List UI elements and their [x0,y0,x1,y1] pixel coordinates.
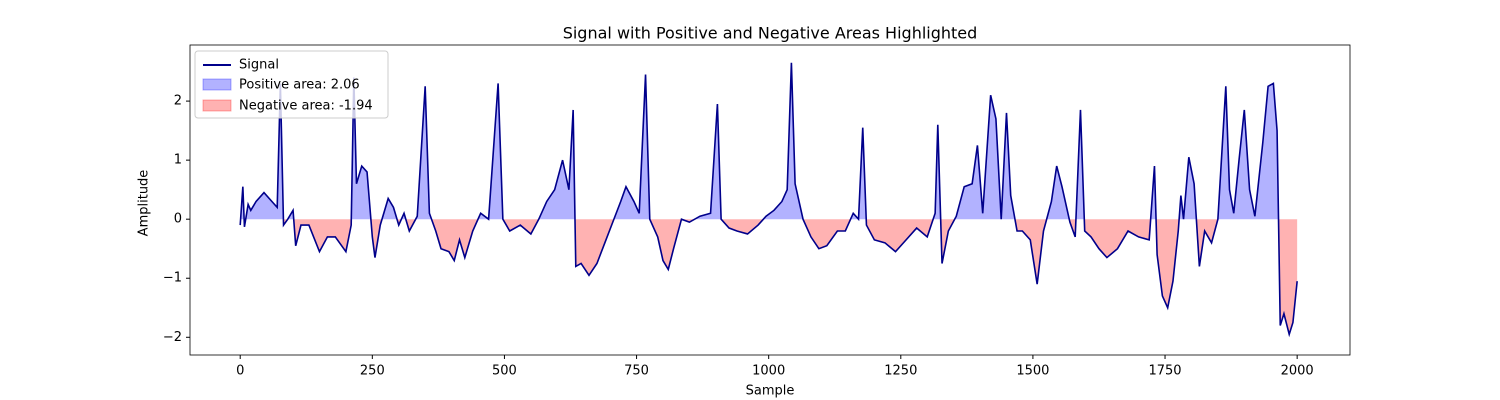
legend-box [194,50,389,119]
legend-swatch [202,78,232,91]
positive-area [240,62,1279,220]
x-tick-label: 2000 [1281,364,1314,379]
legend-label: Negative area: -1.94 [239,99,373,114]
legend-label: Positive area: 2.06 [239,78,360,93]
x-tick-label: 500 [492,364,517,379]
y-tick-label: 2 [174,94,182,109]
legend-swatch [202,99,232,112]
x-tick-label: 250 [360,364,385,379]
x-tick-label: 1000 [752,364,785,379]
legend-label: Signal [239,58,279,73]
negative-area [240,219,1298,335]
x-axis-label: Sample [746,384,795,399]
x-tick-label: 1250 [884,364,917,379]
y-tick-label: 1 [174,153,182,168]
x-tick-label: 750 [624,364,649,379]
x-tick-label: 0 [236,364,244,379]
y-tick-label: −2 [163,330,182,345]
chart-title: Signal with Positive and Negative Areas … [563,24,978,43]
signal-line [239,62,1298,338]
x-tick-label: 1500 [1016,364,1049,379]
x-tick-label: 1750 [1148,364,1181,379]
y-axis-label: Amplitude [137,170,152,237]
y-tick-label: 0 [174,212,182,227]
y-tick-label: −1 [163,271,182,286]
plot-frame [189,44,1351,356]
